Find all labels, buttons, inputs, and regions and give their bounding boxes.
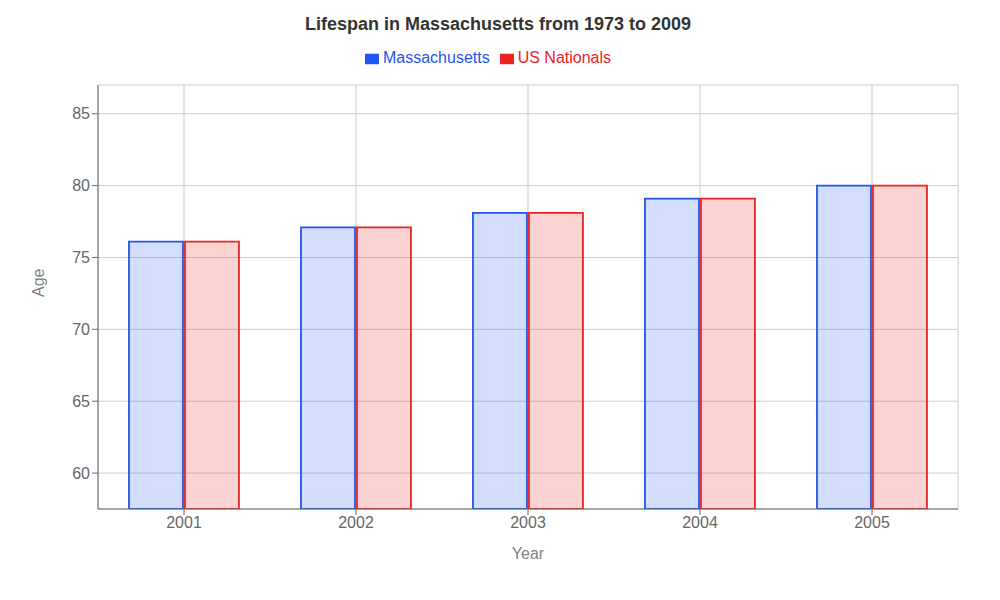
svg-text:70: 70	[72, 321, 90, 338]
html-text:Lifespan in Massachusetts from: Lifespan in Massachusetts from 1973 to 2…	[304, 14, 692, 34]
html-text:Massachusetts: Massachusetts	[383, 49, 490, 66]
svg-text:2005: 2005	[854, 514, 890, 531]
svg-text:Age: Age	[30, 268, 47, 297]
svg-text:2002: 2002	[338, 514, 374, 531]
svg-text:60: 60	[72, 465, 90, 482]
svg-text:80: 80	[72, 177, 90, 194]
svg-text:65: 65	[72, 393, 90, 410]
html-text:US Nationals: US Nationals	[517, 49, 611, 66]
svg-text:2001: 2001	[166, 514, 202, 531]
svg-text:Year: Year	[512, 545, 545, 562]
svg-text:2004: 2004	[682, 514, 718, 531]
svg-text:2003: 2003	[510, 514, 546, 531]
svg-text:75: 75	[72, 249, 90, 266]
svg-text:85: 85	[72, 105, 90, 122]
